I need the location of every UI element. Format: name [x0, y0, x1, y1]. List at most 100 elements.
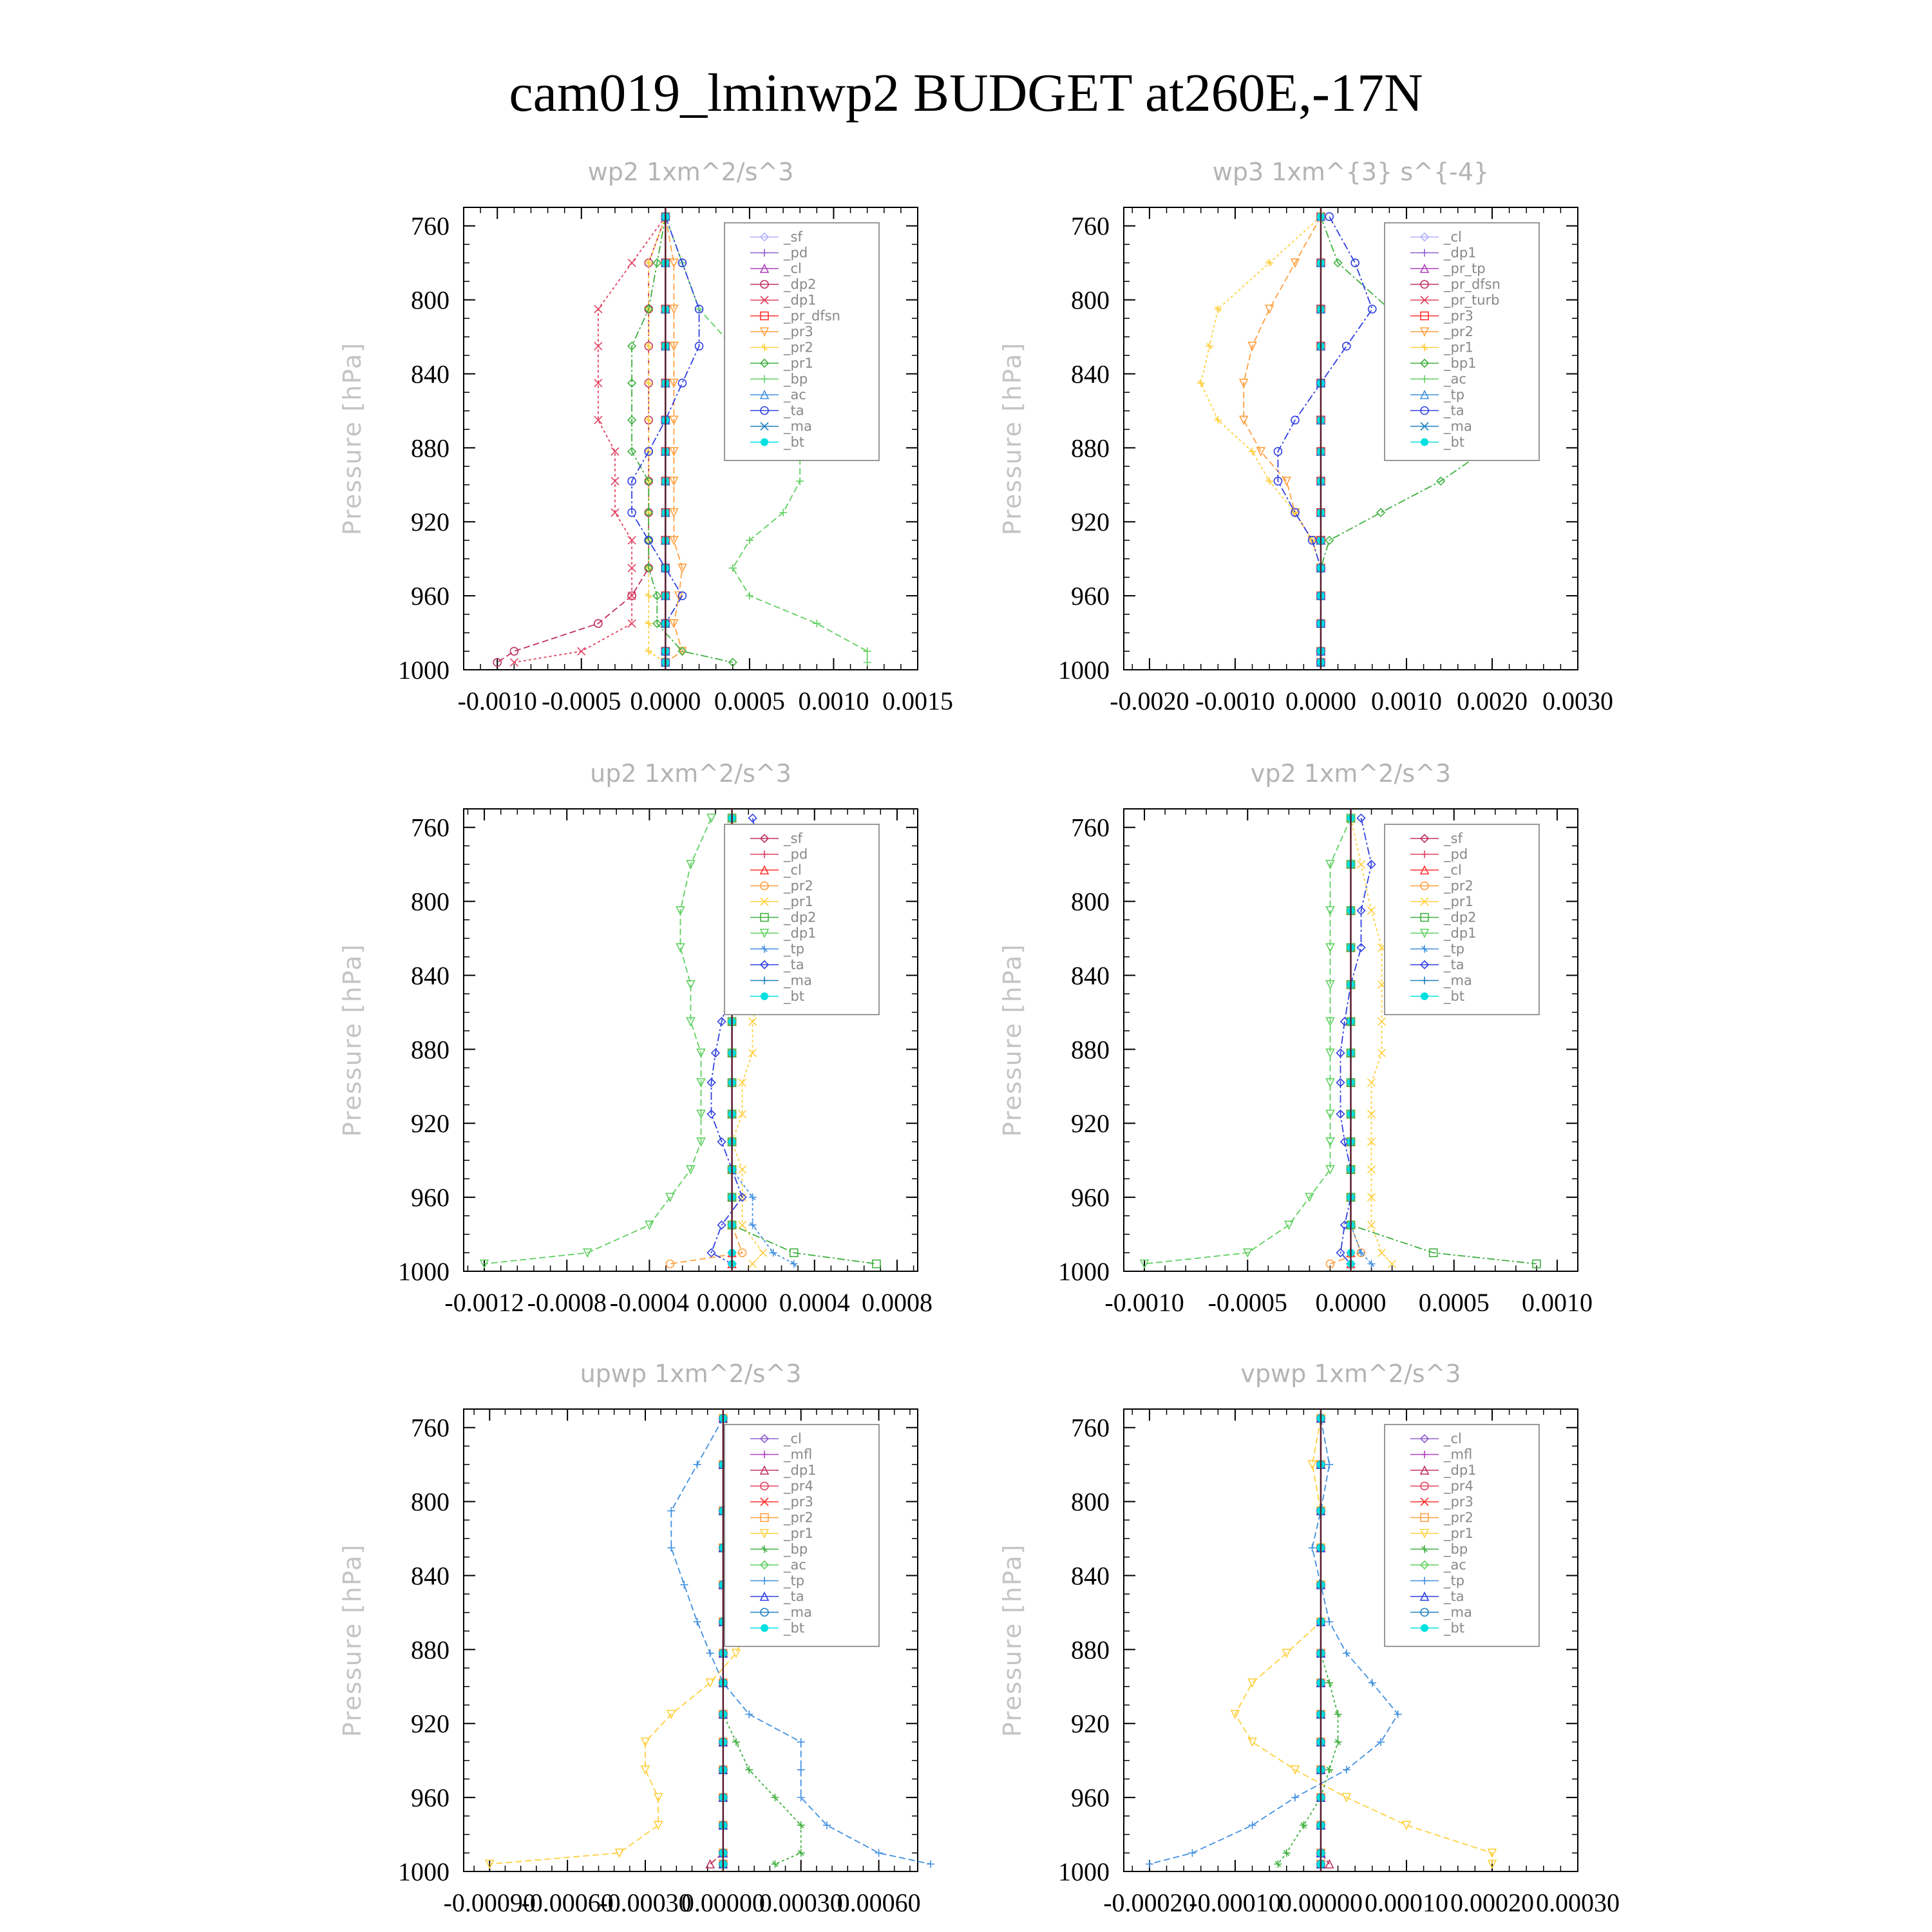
data-point: [1357, 1249, 1365, 1257]
data-point: [1325, 535, 1334, 545]
data-point: [1248, 1821, 1256, 1830]
data-point: [611, 447, 620, 456]
x-tick-label: -0.00060: [521, 1888, 613, 1917]
x-tick-label: -0.0004: [610, 1288, 689, 1317]
plot-frame: [1123, 1408, 1578, 1872]
legend-marker: [759, 1560, 770, 1570]
legend-label: _pr_dfsn: [783, 308, 840, 325]
legend-marker: [761, 1545, 768, 1553]
data-point: [1325, 1078, 1335, 1088]
legend-label: _pr3: [1443, 308, 1473, 325]
legend-label: _bp: [1443, 1542, 1468, 1558]
x-tick-label: 0.0000: [697, 1288, 768, 1317]
data-point: [694, 305, 704, 314]
y-tick-label: 960: [1071, 1183, 1110, 1212]
data-point: [1325, 1461, 1334, 1469]
legend-marker: [1419, 327, 1430, 337]
data-point: [1325, 1259, 1335, 1269]
data-point: [1487, 1848, 1497, 1859]
legend-label: _ac: [1443, 372, 1466, 388]
data-point: [1356, 905, 1366, 916]
data-point: [667, 1544, 676, 1552]
figure-title: cam019_lminwp2 BUDGET at260E,-17N: [509, 63, 1423, 123]
legend-marker: [1421, 1624, 1428, 1632]
legend-marker: [761, 343, 768, 352]
data-point: [706, 1649, 714, 1658]
data-point: [1325, 1017, 1335, 1027]
data-point: [1282, 1849, 1291, 1857]
data-point: [627, 415, 637, 425]
data-point: [823, 1821, 831, 1830]
data-point: [1325, 1048, 1335, 1058]
x-tick-label: 0.0010: [1371, 687, 1442, 715]
legend-marker: [761, 945, 768, 953]
series-bp: [1274, 1414, 1342, 1868]
legend-label: _cl: [783, 1431, 802, 1447]
series-line: [1243, 216, 1321, 663]
data-point: [771, 1794, 779, 1802]
legend-marker: [1419, 232, 1430, 242]
data-point: [1290, 1765, 1300, 1775]
legend-marker: [760, 897, 769, 906]
data-point: [640, 1765, 650, 1775]
x-tick-label: 0.00010: [1365, 1888, 1448, 1917]
data-point: [509, 658, 518, 667]
data-point: [1367, 1220, 1376, 1229]
x-tick-label: -0.0010: [1104, 1288, 1184, 1317]
legend-marker: [760, 881, 769, 891]
data-point: [1367, 1110, 1376, 1119]
y-tick-label: 920: [1071, 1109, 1110, 1138]
data-point: [1378, 1248, 1387, 1257]
y-tick-label: 920: [411, 507, 450, 536]
legend-label: _bp1: [1443, 355, 1477, 372]
legend: _cl_dp1_pr_tp_pr_dfsn_pr_turb_pr3_pr2_pr…: [1384, 222, 1540, 461]
legend-marker: [761, 249, 768, 257]
legend-marker: [761, 375, 768, 383]
legend: _cl_mfl_dp1_pr4_pr3_pr2_pr1_bp_ac_tp_ta_…: [1384, 1424, 1540, 1647]
legend-marker: [761, 992, 768, 1000]
y-tick-label: 880: [1071, 1035, 1110, 1064]
data-point: [644, 476, 654, 486]
data-point: [614, 1848, 625, 1859]
legend-label: _pr3: [783, 1494, 813, 1510]
series-line: [1144, 818, 1352, 1265]
legend-label: _bp: [783, 1542, 808, 1558]
data-point: [1188, 1849, 1197, 1857]
data-point: [652, 591, 662, 601]
legend-label: _pr1: [1443, 1526, 1473, 1542]
legend-marker: [760, 311, 769, 321]
data-point: [627, 591, 636, 600]
x-tick-label: -0.00090: [444, 1888, 536, 1917]
data-point: [594, 415, 603, 424]
legend-label: _tp: [783, 942, 804, 958]
data-point: [745, 1766, 753, 1774]
data-point: [745, 592, 753, 600]
data-point: [645, 416, 653, 424]
data-point: [748, 1221, 757, 1229]
data-point: [748, 813, 757, 823]
data-point: [677, 564, 687, 573]
data-point: [644, 507, 654, 518]
y-axis-label: Pressure [hPa]: [338, 1544, 366, 1738]
data-point: [627, 508, 636, 517]
legend-marker: [759, 1465, 770, 1475]
y-tick-label: 880: [411, 1035, 450, 1064]
data-point: [644, 447, 654, 456]
data-point: [1308, 1544, 1316, 1552]
data-point: [665, 1193, 675, 1202]
data-point: [677, 379, 687, 388]
y-tick-label: 840: [1071, 961, 1110, 990]
legend-marker: [1419, 1529, 1430, 1539]
x-tick-label: -0.0020: [1110, 687, 1189, 715]
y-tick-label: 1000: [398, 1257, 450, 1286]
legend-marker: [761, 850, 768, 858]
legend-label: _tp: [1443, 387, 1464, 403]
legend-marker: [759, 263, 770, 273]
data-point: [1350, 258, 1359, 267]
plot-frame: [463, 808, 918, 1272]
legend-marker: [1420, 1513, 1429, 1522]
data-point: [594, 619, 603, 629]
y-tick-label: 840: [411, 1561, 450, 1590]
data-point: [1376, 507, 1386, 518]
data-point: [1367, 906, 1376, 915]
